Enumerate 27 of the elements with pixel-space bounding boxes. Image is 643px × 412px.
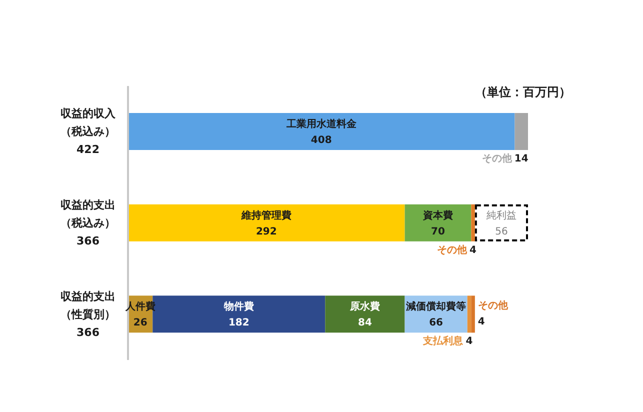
data-label: 182: [228, 318, 250, 329]
y-tick-label: 収益的収入（税込み）422: [60, 107, 116, 156]
data-label: 66: [429, 318, 444, 329]
data-label: 26: [133, 318, 148, 329]
series-label: 減価償却費等: [405, 300, 466, 313]
data-label: 292: [256, 226, 277, 238]
data-label: 4: [466, 336, 473, 348]
series-label: 維持管理費: [240, 209, 292, 222]
data-label: 56: [495, 226, 508, 238]
data-label: 4: [478, 316, 485, 328]
series-label: 支払利息: [422, 335, 464, 348]
series-label: 純利益: [486, 209, 516, 222]
series-label: 資本費: [422, 209, 453, 222]
data-label: 4: [470, 244, 477, 256]
annotation: （単位：百万円）: [475, 84, 571, 101]
data-label: 14: [514, 154, 528, 164]
series-label: その他: [478, 300, 509, 312]
series-label: 原水費: [348, 300, 380, 313]
series-label: その他: [482, 152, 513, 164]
y-tick-label: 収益的支出（税込み）366: [60, 198, 116, 248]
y-tick-label: 収益的支出（性質別）366: [60, 290, 116, 339]
data-label: 84: [358, 318, 372, 329]
series-label: 物件費: [222, 300, 254, 313]
series-label: 工業用水道料金: [285, 118, 358, 130]
series-label: その他: [436, 244, 468, 256]
data-label: 70: [430, 226, 445, 238]
data-label: 408: [310, 135, 332, 146]
